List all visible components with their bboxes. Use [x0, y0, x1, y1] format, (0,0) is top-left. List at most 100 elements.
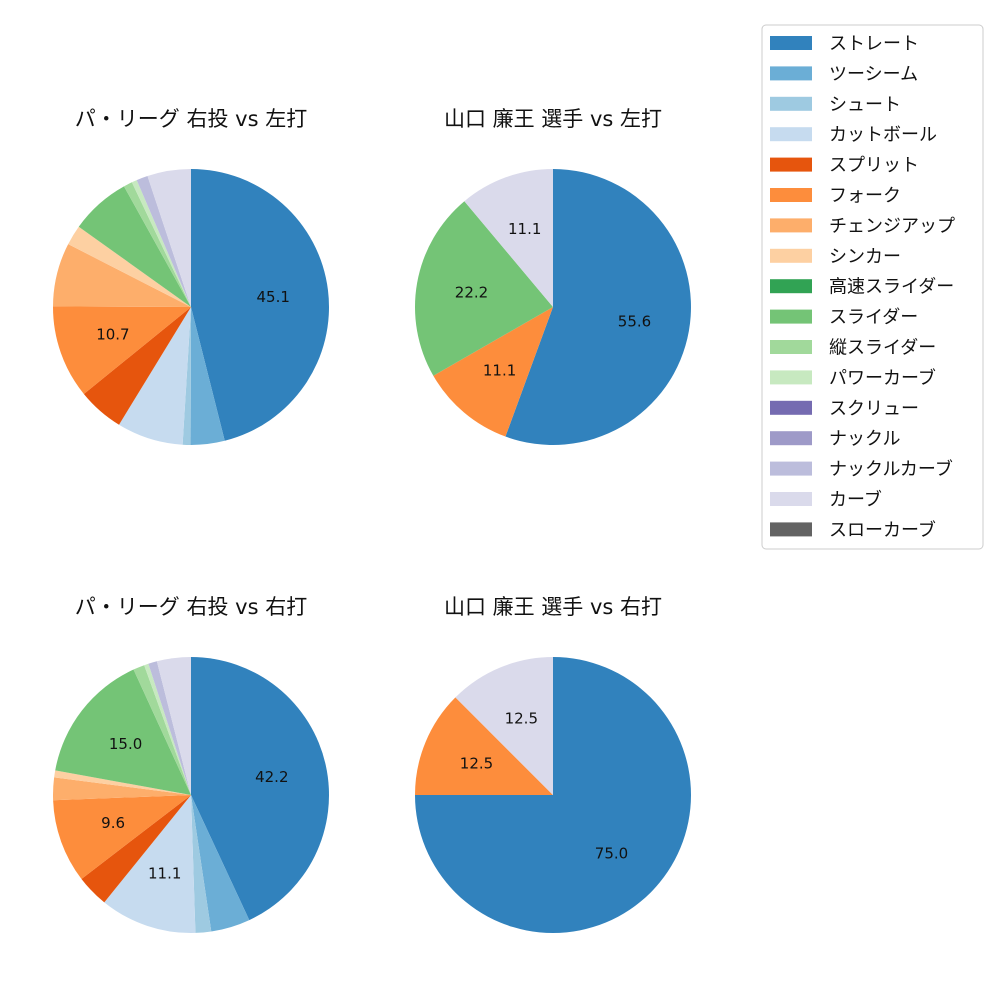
pie-slice [415, 697, 553, 795]
pie-chart-2: 山口 廉王 選手 vs 左打 55.6 11.1 22.2 11.1 [414, 107, 691, 445]
slice-data-label: 12.5 [505, 710, 538, 728]
legend-label: 高速スライダー [829, 277, 954, 298]
legend-item: カットボール [770, 125, 937, 146]
legend: ストレートツーシームシュートカットボールスプリットフォークチェンジアップシンカー… [761, 24, 984, 550]
legend-item: スローカーブ [770, 519, 936, 541]
pie-slice [144, 663, 191, 795]
pie-slice [182, 307, 191, 445]
legend-swatch [770, 309, 812, 324]
pie-title: 山口 廉王 選手 vs 左打 [444, 107, 662, 131]
legend-swatch [770, 522, 812, 537]
pie-slice [119, 307, 191, 445]
slice-data-label: 11.1 [508, 220, 541, 238]
pie-slice [190, 307, 225, 446]
legend-item: ツーシーム [770, 64, 918, 85]
legend-swatch [770, 157, 812, 172]
pie-slice [455, 657, 553, 795]
legend-label: チェンジアップ [829, 216, 955, 237]
legend-item: チェンジアップ [770, 216, 955, 237]
legend-label: シュート [829, 94, 901, 115]
pie-chart-4: 山口 廉王 選手 vs 右打 75.0 12.5 12.5 [415, 595, 691, 933]
legend-label: ツーシーム [829, 64, 918, 85]
slice-data-label: 22.2 [455, 284, 488, 302]
pie-slice [52, 306, 192, 394]
pie-slice [191, 795, 212, 933]
pie-slice [136, 176, 191, 307]
legend-label: ストレート [829, 34, 919, 55]
legend-label: ナックルカーブ [829, 458, 953, 480]
legend-label: スプリット [829, 155, 919, 176]
legend-item: シュート [770, 94, 901, 115]
legend-swatch [770, 461, 812, 476]
legend-swatch [770, 279, 812, 294]
slice-data-label: 11.1 [483, 361, 516, 379]
pie-slice [464, 169, 553, 307]
pie-slice [53, 244, 191, 307]
legend-swatch [770, 36, 812, 50]
pie-slice [414, 201, 553, 376]
legend-items: ストレートツーシームシュートカットボールスプリットフォークチェンジアップシンカー… [770, 34, 955, 541]
legend-item: カーブ [770, 489, 882, 511]
pie-title: 山口 廉王 選手 vs 右打 [444, 595, 662, 619]
slice-data-label: 15.0 [109, 735, 142, 753]
legend-label: スローカーブ [829, 519, 936, 541]
legend-item: スプリット [770, 155, 919, 176]
legend-item: シンカー [770, 246, 901, 267]
legend-swatch [770, 66, 812, 81]
pie-chart-1: パ・リーグ 右投 vs 左打 45.1 10.7 [52, 107, 330, 446]
pie-slice [147, 169, 191, 307]
legend-swatch [770, 248, 812, 263]
pie-slice [156, 657, 191, 795]
legend-label: ナックル [829, 429, 900, 450]
pie-slice [68, 226, 191, 307]
legend-label: スライダー [829, 307, 918, 328]
pie-slice [78, 186, 191, 307]
legend-swatch [770, 431, 812, 446]
legend-item: パワーカーブ [770, 367, 936, 389]
slice-data-label: 12.5 [460, 754, 493, 772]
pie-slice [148, 661, 191, 795]
legend-item: フォーク [770, 186, 901, 207]
legend-item: スクリュー [770, 398, 919, 419]
pie-slice [191, 657, 330, 921]
pie-slice [131, 180, 191, 307]
slice-data-label: 10.7 [96, 326, 129, 344]
legend-swatch [770, 96, 812, 111]
legend-frame [761, 24, 984, 550]
legend-item: ストレート [770, 34, 919, 55]
pie-slice [83, 307, 191, 425]
legend-item: ナックルカーブ [770, 458, 953, 480]
legend-swatch [770, 492, 812, 506]
legend-item: 高速スライダー [770, 277, 954, 298]
legend-label: シンカー [829, 246, 901, 267]
legend-label: スクリュー [829, 398, 919, 419]
legend-item: 縦スライダー [770, 338, 936, 359]
slice-data-label: 42.2 [255, 768, 288, 786]
legend-label: 縦スライダー [829, 338, 936, 359]
legend-label: カットボール [829, 125, 937, 146]
pie-slice [52, 777, 192, 801]
legend-swatch [770, 127, 812, 142]
pie-slice [191, 169, 330, 441]
slice-data-label: 45.1 [256, 288, 289, 306]
pie-title: パ・リーグ 右投 vs 右打 [75, 595, 307, 619]
pie-slice [191, 795, 250, 932]
pie-title: パ・リーグ 右投 vs 左打 [75, 107, 307, 131]
legend-label: パワーカーブ [829, 367, 936, 389]
pie-slice [104, 795, 196, 934]
legend-swatch [770, 218, 812, 233]
pie-slice [505, 169, 691, 445]
legend-swatch [770, 340, 812, 354]
pie-slice [54, 770, 191, 795]
pie-chart-3: パ・リーグ 右投 vs 右打 42.2 11.1 9.6 15.0 [52, 595, 330, 934]
legend-swatch [770, 400, 812, 415]
pie-slice [433, 307, 553, 437]
pie-slice [123, 182, 191, 307]
slice-data-label: 75.0 [595, 845, 628, 863]
legend-label: カーブ [829, 489, 882, 511]
slice-data-label: 9.6 [101, 814, 125, 832]
slice-data-label: 11.1 [148, 865, 181, 883]
legend-item: ナックル [770, 429, 900, 450]
legend-item: スライダー [770, 307, 918, 328]
